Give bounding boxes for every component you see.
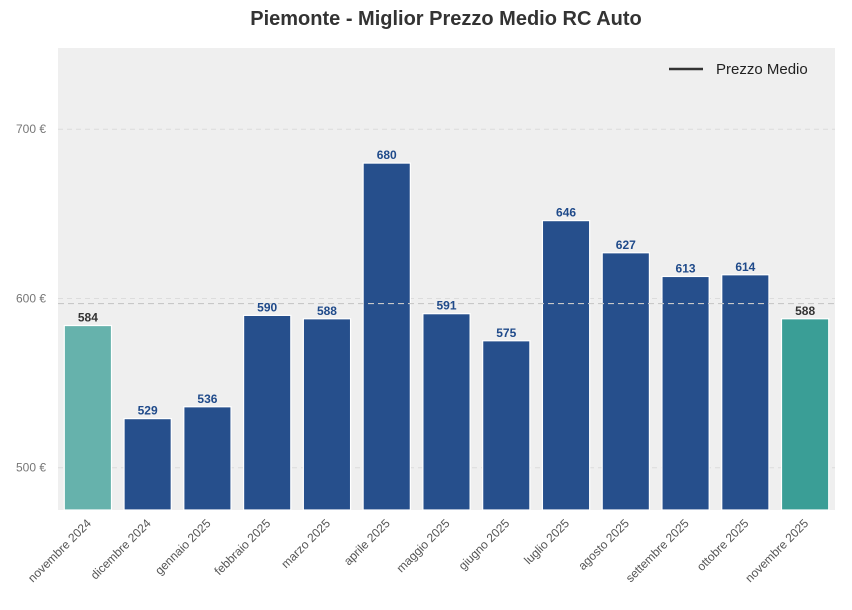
bar <box>302 318 352 511</box>
value-labels: 584 529 536 590 588 680 591 575 646 627 613 614 588 <box>78 148 816 418</box>
bar-value-label: 588 <box>795 304 815 318</box>
y-axis: 500 € 600 € 700 € <box>16 122 46 474</box>
bar-value-label: 575 <box>496 326 516 340</box>
x-tick-label: febbraio 2025 <box>212 516 274 578</box>
bar-value-label: 627 <box>616 238 636 252</box>
x-tick-label: ottobre 2025 <box>694 516 752 574</box>
bar-value-label: 613 <box>676 261 696 275</box>
bar <box>482 340 531 511</box>
bar-value-label: 529 <box>138 404 158 418</box>
x-tick-label: giugno 2025 <box>456 516 513 573</box>
x-tick-label: luglio 2025 <box>521 516 572 567</box>
x-tick-label: novembre 2025 <box>742 516 811 585</box>
bar <box>422 313 471 511</box>
chart-title: Piemonte - Miglior Prezzo Medio RC Auto <box>250 8 641 30</box>
bar <box>780 318 830 511</box>
x-tick-label: marzo 2025 <box>278 516 333 571</box>
legend: Prezzo Medio <box>669 61 808 78</box>
bar-value-label: 588 <box>317 304 337 318</box>
bar-value-label: 590 <box>257 300 277 314</box>
bar <box>661 275 710 511</box>
bar <box>362 162 411 511</box>
bar <box>601 252 651 511</box>
bar <box>63 324 113 511</box>
bar-value-label: 591 <box>436 299 456 313</box>
bar-value-label: 536 <box>197 392 217 406</box>
bar <box>183 406 232 511</box>
x-tick-label: maggio 2025 <box>394 516 453 575</box>
bar-value-label: 614 <box>735 260 755 274</box>
bar-value-label: 680 <box>377 148 397 162</box>
x-tick-label: novembre 2024 <box>25 516 94 585</box>
y-tick-label: 600 € <box>16 291 46 305</box>
bar <box>541 220 591 511</box>
bar <box>721 274 770 511</box>
bar <box>242 314 292 511</box>
x-tick-label: dicembre 2024 <box>88 516 154 582</box>
bar <box>123 418 172 511</box>
x-tick-label: settembre 2025 <box>623 516 692 585</box>
bar-value-label: 584 <box>78 311 98 325</box>
legend-label-prezzo-medio: Prezzo Medio <box>716 61 808 78</box>
y-tick-label: 500 € <box>16 461 46 475</box>
y-tick-label: 700 € <box>16 122 46 136</box>
bar-value-label: 646 <box>556 206 576 220</box>
x-tick-label: agosto 2025 <box>575 516 632 573</box>
x-tick-label: gennaio 2025 <box>152 516 214 578</box>
bars <box>63 162 830 511</box>
x-tick-label: aprile 2025 <box>341 516 393 568</box>
